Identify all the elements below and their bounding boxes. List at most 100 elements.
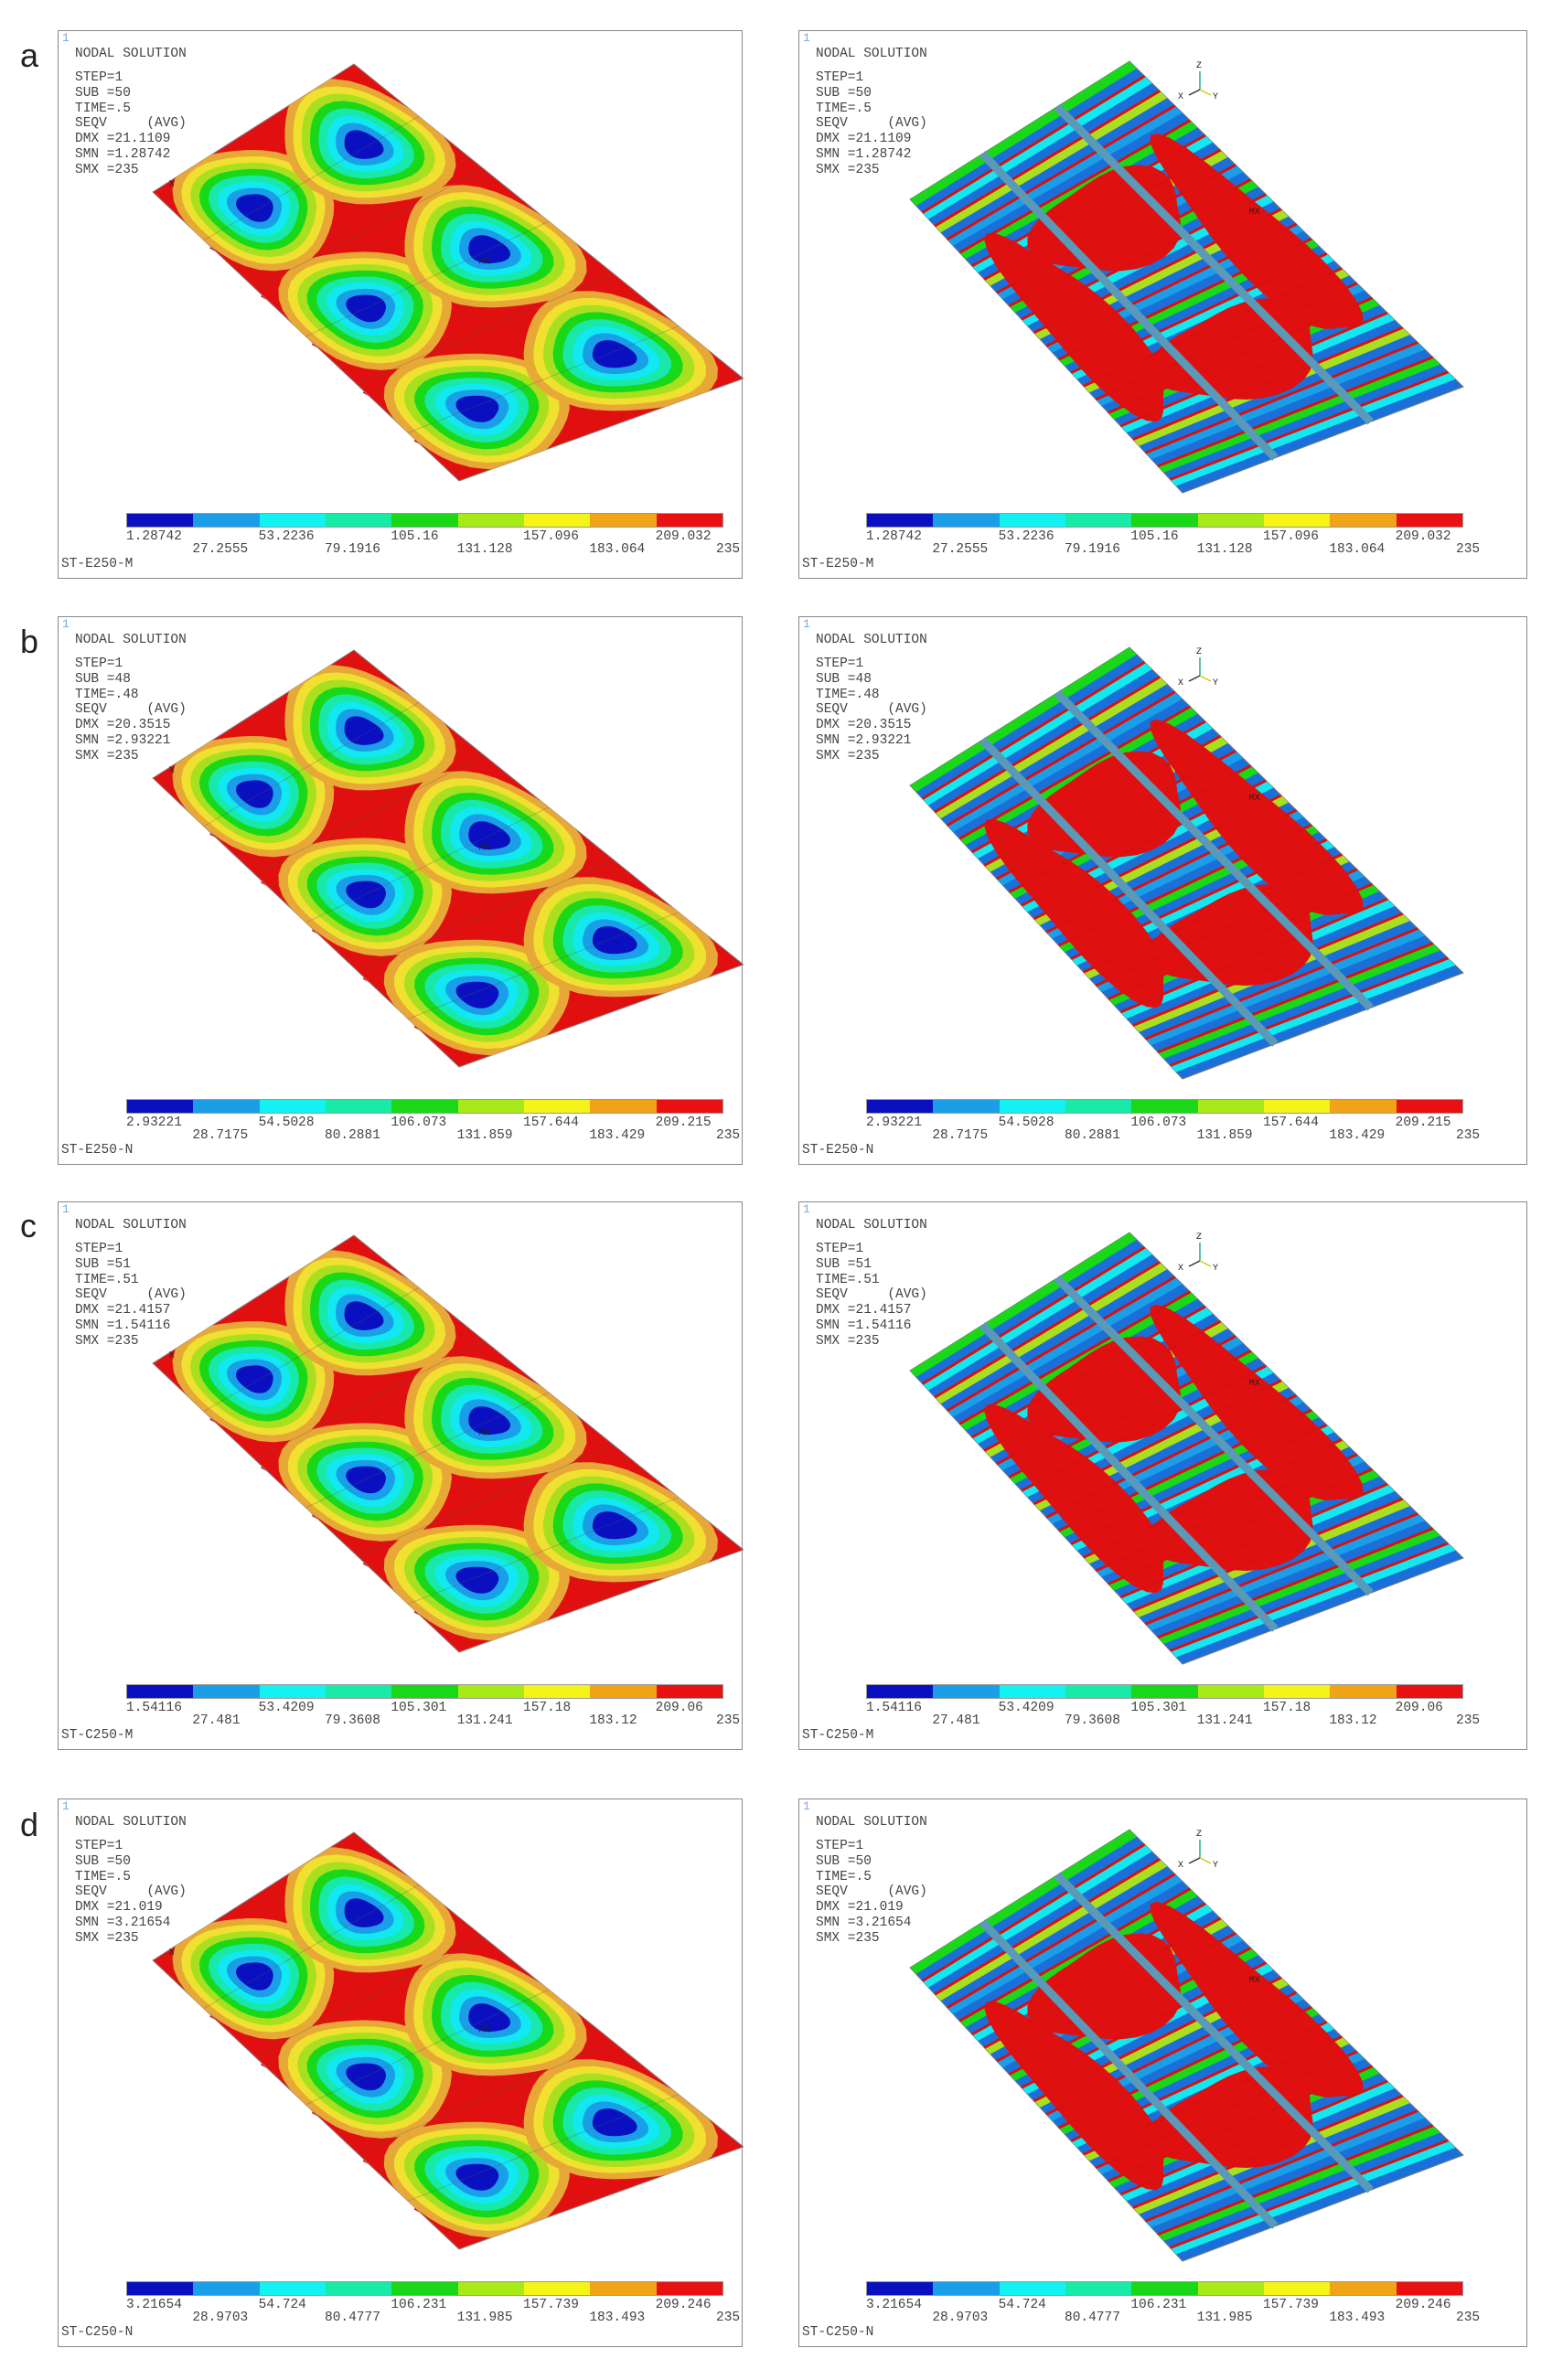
stiffener: [1095, 282, 1358, 401]
legend-value: 106.073: [1130, 1115, 1187, 1130]
solution-info-line: SEQV (AVG): [816, 116, 927, 132]
solution-info-line: SEQV (AVG): [816, 1287, 927, 1303]
stress-contours: [910, 1233, 1456, 1658]
solution-title: NODAL SOLUTION: [75, 1218, 187, 1233]
legend-value: 235: [1456, 1713, 1481, 1728]
stiffener: [1045, 222, 1298, 347]
stiffener: [996, 1931, 1236, 2063]
stress-contours: [172, 1250, 718, 1641]
legend-value: 54.5028: [998, 1115, 1054, 1130]
mesh-line: [357, 1444, 615, 1557]
legend-value: 183.493: [589, 2311, 646, 2325]
legend-swatch: [590, 514, 657, 527]
stiffener: [1057, 1408, 1312, 1532]
legend-swatch: [1131, 1100, 1198, 1113]
window-number: 1: [62, 1799, 70, 1813]
legend-swatch: [1330, 514, 1397, 527]
solution-info: STEP=1 SUB =50 TIME=.5 SEQV (AVG) DMX =21.01…: [816, 1839, 927, 1947]
legend-value: 3.21654: [126, 2298, 182, 2312]
solution-info-line: SUB =51: [816, 1256, 872, 1272]
window-number: 1: [803, 1799, 810, 1813]
contour-band: [1157, 2125, 1440, 2241]
stiffener: [1033, 1379, 1282, 1506]
contour-band: [346, 2063, 386, 2091]
contour-band: [592, 340, 637, 368]
model-plot: MX Z X Y: [909, 646, 1464, 1080]
solution-info-line: DMX =21.019: [75, 1900, 163, 1916]
legend-value: 106.073: [391, 1115, 447, 1130]
legend-value: 131.985: [456, 2311, 513, 2325]
legend-swatch: [259, 1685, 326, 1698]
legend-value: 209.06: [1395, 1701, 1443, 1715]
mesh-line: [357, 859, 615, 972]
legend-swatch: [1197, 514, 1264, 527]
legend-swatch: [457, 1100, 524, 1113]
contour-band: [922, 1844, 1152, 1988]
legend-swatch: [391, 2282, 458, 2295]
window-number: 1: [803, 617, 810, 631]
solution-info: STEP=1 SUB =51 TIME=.51 SEQV (AVG) DMX =21.4…: [75, 1242, 187, 1350]
model-caption: ST-C250-M: [61, 1728, 134, 1743]
legend-value: 106.231: [1130, 2298, 1187, 2312]
contour-band: [910, 61, 1137, 207]
solution-info-line: DMX =21.4157: [816, 1303, 912, 1318]
stiffener: [1008, 1350, 1252, 1479]
contour-band: [236, 194, 273, 222]
legend-swatch: [1396, 1685, 1462, 1698]
stiffener: [970, 720, 1206, 854]
stiffener: [1108, 2065, 1374, 2183]
solution-info: STEP=1 SUB =48 TIME=.48 SEQV (AVG) DMX =20.3…: [816, 656, 927, 764]
nodal-solution-panel-left: MN X 1 NODAL SOLUTION STEP=1 SUB =50 TIME=.5 SE…: [58, 1798, 744, 2347]
solution-info-line: SMN =3.21654: [816, 1915, 912, 1930]
contour-band: [935, 677, 1168, 819]
legend-swatch: [1065, 1685, 1132, 1698]
legend-value: 2.93221: [126, 1115, 182, 1130]
nodal-solution-panel-right: MX Z X Y 1 NODAL SOLUTION STEP=1 SUB =50 TIME=.5…: [798, 1798, 1527, 2347]
solution-info-line: TIME=.48: [816, 687, 880, 702]
solution-info-line: SMN =1.28742: [75, 146, 171, 162]
stiffener: [958, 1290, 1192, 1425]
legend-value: 235: [1456, 1128, 1481, 1143]
stiffener: [983, 734, 1222, 867]
legend-swatch: [325, 1685, 392, 1698]
contour-band: [455, 395, 499, 422]
contour-band: [1145, 2110, 1426, 2228]
nodal-solution-panel-left: MN X 1 NODAL SOLUTION STEP=1 SUB =51 TIME=.51 S…: [58, 1201, 744, 1750]
stiffener: [1169, 370, 1449, 481]
legend-swatch: [193, 2282, 260, 2295]
axis-x-label: X: [1178, 92, 1183, 102]
legend-value: 235: [716, 1713, 741, 1728]
stress-contours: [172, 665, 718, 1056]
solution-info-line: STEP=1: [75, 656, 123, 671]
contour-band: [1157, 357, 1440, 473]
solution-info-line: SMX =235: [75, 1333, 139, 1349]
legend-value: 183.429: [1329, 1128, 1386, 1143]
girder-beam: [979, 1322, 1279, 1632]
legend-value: 105.16: [1130, 529, 1179, 544]
stiffener: [921, 74, 1146, 214]
stiffener: [1119, 311, 1388, 428]
mesh-line: [305, 806, 550, 923]
mesh-line: [203, 115, 420, 241]
model-plot: MN X: [152, 1831, 744, 2250]
legend-swatch: [1330, 2282, 1397, 2295]
solution-info-line: SMN =1.54116: [816, 1318, 912, 1333]
stiffener: [934, 676, 1161, 814]
color-legend-bar: [126, 1684, 723, 1699]
legend-value: 53.2236: [258, 529, 315, 544]
solution-info-line: DMX =21.1109: [816, 132, 912, 147]
color-legend-bar: [126, 513, 723, 528]
legend-value: 209.032: [1395, 529, 1451, 544]
legend-swatch: [1065, 2282, 1132, 2295]
stiffener: [946, 1275, 1176, 1413]
legend-value: 3.21654: [866, 2298, 922, 2312]
color-legend-bar: [866, 2281, 1463, 2296]
stiffener: [1008, 764, 1252, 894]
legend-swatch: [1396, 1100, 1462, 1113]
legend-value: 79.3608: [325, 1713, 380, 1728]
contour-band: [455, 1566, 499, 1594]
solution-info-line: STEP=1: [75, 1242, 123, 1256]
legend-swatch: [933, 1100, 1000, 1113]
axis-x-marker: X: [169, 1948, 175, 1958]
row-label: d: [20, 1806, 39, 1843]
